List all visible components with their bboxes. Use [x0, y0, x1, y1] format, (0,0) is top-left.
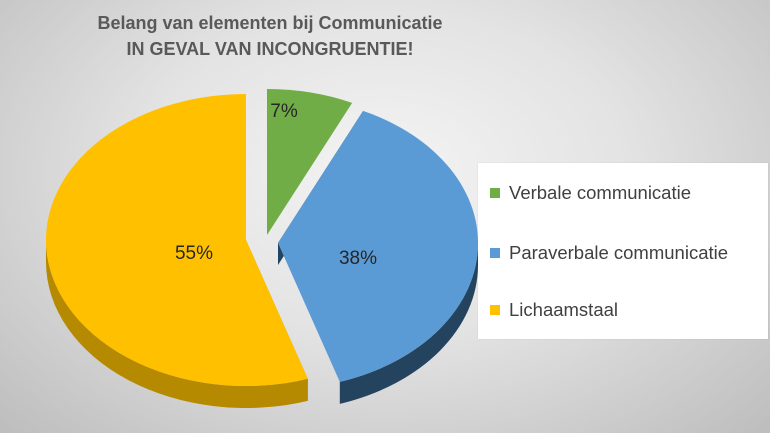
- pie-slice-paraverbale: [278, 110, 478, 382]
- pie-side-lichaamstaal: [46, 240, 308, 409]
- legend-swatch-lichaamstaal: [490, 305, 500, 315]
- chart-title: Belang van elementen bij Communicatie: [97, 13, 443, 33]
- data-label-verbale: 7%: [270, 101, 298, 122]
- chart-subtitle: IN GEVAL VAN INCONGRUENTIE!: [126, 39, 414, 59]
- pie-side-paraverbale: [339, 243, 478, 404]
- legend-label-verbale: Verbale communicatie: [509, 182, 692, 203]
- data-label-paraverbale: 38%: [339, 248, 377, 269]
- pie-top-faces: [45, 89, 478, 386]
- legend-swatch-paraverbale: [490, 248, 500, 258]
- pie-slice-lichaamstaal: [45, 94, 308, 386]
- legend-label-lichaamstaal: Lichaamstaal: [509, 299, 619, 320]
- data-label-lichaamstaal: 55%: [175, 243, 213, 264]
- legend-swatch-verbale: [490, 188, 500, 198]
- legend-label-paraverbale: Paraverbale communicatie: [509, 242, 729, 263]
- chart-legend: Verbale communicatie Paraverbale communi…: [478, 163, 768, 339]
- pie-data-labels: 7% 38% 55%: [175, 101, 377, 269]
- pie-slice-verbale: [267, 89, 353, 235]
- legend-item-paraverbale: Paraverbale communicatie: [490, 242, 728, 264]
- legend-item-lichaamstaal: Lichaamstaal: [490, 299, 618, 321]
- chart-title-block: Belang van elementen bij Communicatie IN…: [0, 10, 540, 62]
- legend-item-verbale: Verbale communicatie: [490, 182, 691, 204]
